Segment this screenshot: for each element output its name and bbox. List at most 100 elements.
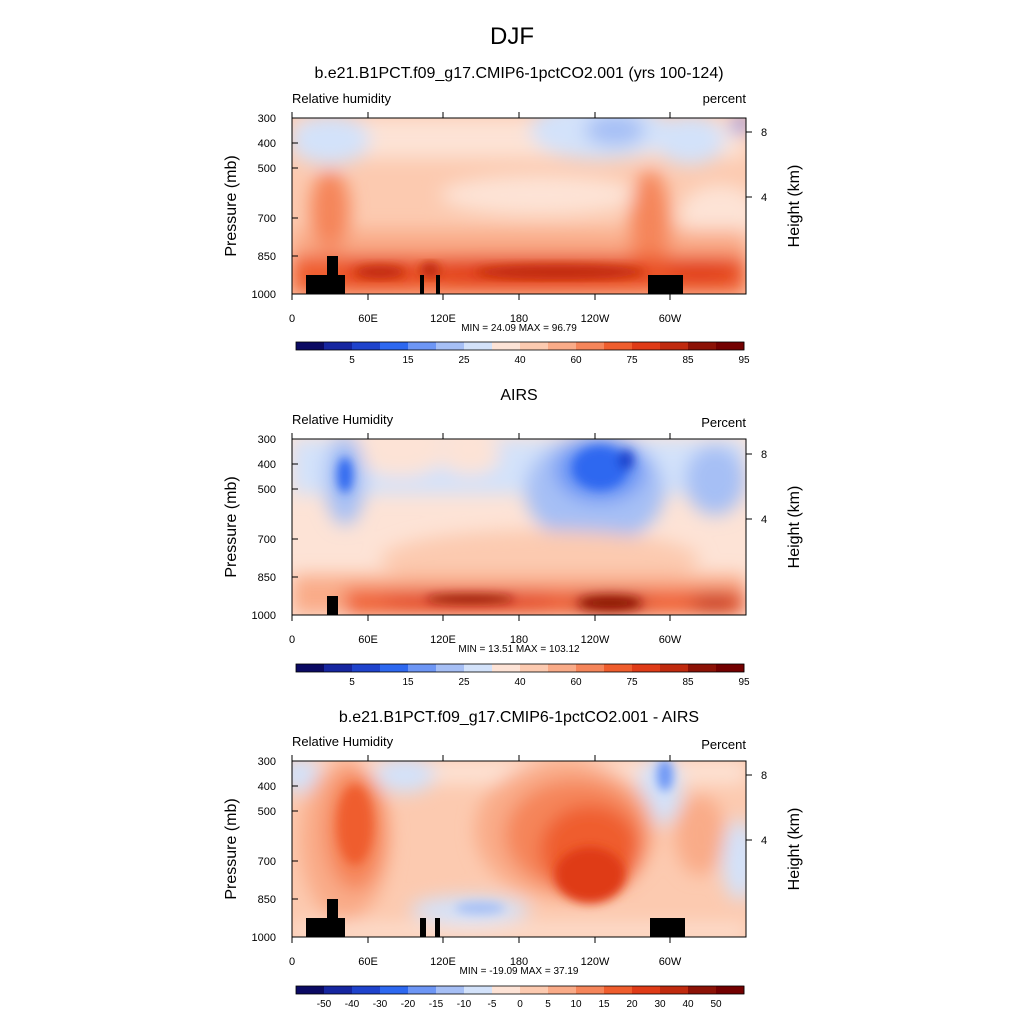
lon-tick-0: 0 bbox=[289, 313, 295, 325]
lon-tick-120w: 120W bbox=[581, 634, 610, 646]
p-tick-700: 700 bbox=[258, 213, 276, 225]
colorbar-label: 25 bbox=[458, 355, 470, 366]
colorbar-box bbox=[548, 664, 577, 672]
colorbar-box bbox=[324, 664, 353, 672]
colorbar-box bbox=[324, 986, 353, 994]
colorbar-box bbox=[632, 986, 661, 994]
colorbar-box bbox=[436, 986, 465, 994]
lon-tick-60w: 60W bbox=[659, 956, 682, 968]
colorbar-box bbox=[576, 986, 605, 994]
panel-difference: b.e21.B1PCT.f09_g17.CMIP6-1pctCO2.001 - … bbox=[223, 709, 803, 1010]
colorbar-box bbox=[576, 342, 605, 350]
colorbar-box bbox=[492, 342, 521, 350]
colorbar-box bbox=[688, 986, 717, 994]
lon-tick-180: 180 bbox=[510, 313, 528, 325]
y2-axis-label: Height (km) bbox=[786, 165, 803, 248]
colorbar-box bbox=[492, 664, 521, 672]
colorbar-label: 0 bbox=[517, 999, 523, 1010]
min-max-text: MIN = -19.09 MAX = 37.19 bbox=[460, 966, 579, 977]
lon-tick-180: 180 bbox=[510, 956, 528, 968]
panel-title: AIRS bbox=[500, 387, 537, 404]
panel-title: b.e21.B1PCT.f09_g17.CMIP6-1pctCO2.001 - … bbox=[339, 709, 699, 726]
h-tick-4: 4 bbox=[761, 835, 767, 847]
pressure-axis: 300 400 500 700 850 1000 bbox=[252, 756, 298, 944]
left-label: Relative humidity bbox=[292, 91, 391, 106]
figure-title: DJF bbox=[490, 23, 534, 50]
colorbar-label: 25 bbox=[458, 677, 470, 688]
colorbar-frame bbox=[295, 341, 745, 351]
p-tick-400: 400 bbox=[258, 459, 276, 471]
lon-tick-0: 0 bbox=[289, 956, 295, 968]
height-axis: 8 4 bbox=[746, 127, 767, 204]
y-axis-label: Pressure (mb) bbox=[223, 476, 240, 577]
colorbar-label: 60 bbox=[570, 355, 582, 366]
colorbar-label: 75 bbox=[626, 355, 638, 366]
colorbar-label: 85 bbox=[682, 355, 694, 366]
p-tick-300: 300 bbox=[258, 434, 276, 446]
colorbar-label: 5 bbox=[545, 999, 551, 1010]
colorbar-frame bbox=[295, 663, 745, 673]
right-label: Percent bbox=[701, 737, 746, 752]
colorbar-label: 40 bbox=[514, 677, 526, 688]
colorbar: 5 15 25 40 60 75 85 95 bbox=[295, 663, 750, 688]
colorbar-box bbox=[464, 986, 493, 994]
colorbar-label: 15 bbox=[598, 999, 610, 1010]
lon-tick-180: 180 bbox=[510, 634, 528, 646]
contour-field bbox=[292, 118, 746, 294]
colorbar-label: 30 bbox=[654, 999, 666, 1010]
h-tick-4: 4 bbox=[761, 514, 767, 526]
p-tick-400: 400 bbox=[258, 138, 276, 150]
h-tick-8: 8 bbox=[761, 127, 767, 139]
contour-field bbox=[292, 761, 746, 937]
p-tick-850: 850 bbox=[258, 894, 276, 906]
panel-title: b.e21.B1PCT.f09_g17.CMIP6-1pctCO2.001 (y… bbox=[314, 65, 723, 82]
panel-airs: AIRS Relative Humidity Percent bbox=[223, 387, 803, 688]
p-tick-500: 500 bbox=[258, 484, 276, 496]
p-tick-1000: 1000 bbox=[252, 610, 276, 622]
colorbar-label: 15 bbox=[402, 355, 414, 366]
colorbar-box bbox=[688, 342, 717, 350]
colorbar-label: 85 bbox=[682, 677, 694, 688]
p-tick-300: 300 bbox=[258, 113, 276, 125]
land-mask bbox=[306, 256, 683, 294]
lon-tick-60e: 60E bbox=[358, 956, 378, 968]
lon-tick-120w: 120W bbox=[581, 956, 610, 968]
p-tick-1000: 1000 bbox=[252, 932, 276, 944]
colorbar-box bbox=[352, 986, 381, 994]
colorbar-label: -15 bbox=[429, 999, 444, 1010]
p-tick-850: 850 bbox=[258, 251, 276, 263]
lon-tick-60e: 60E bbox=[358, 313, 378, 325]
p-tick-700: 700 bbox=[258, 534, 276, 546]
colorbar-label: -40 bbox=[345, 999, 360, 1010]
colorbar-label: -10 bbox=[457, 999, 472, 1010]
colorbar-box bbox=[380, 342, 409, 350]
colorbar-box bbox=[548, 342, 577, 350]
lon-tick-120e: 120E bbox=[430, 956, 456, 968]
colorbar-label: 15 bbox=[402, 677, 414, 688]
land-mask bbox=[327, 596, 338, 615]
contour-field bbox=[292, 439, 746, 615]
pressure-axis: 300 400 500 700 850 1000 bbox=[252, 434, 298, 622]
lon-tick-60e: 60E bbox=[358, 634, 378, 646]
colorbar-box bbox=[604, 986, 633, 994]
land-mask bbox=[306, 899, 685, 937]
colorbar-box bbox=[520, 342, 549, 350]
lon-tick-60w: 60W bbox=[659, 313, 682, 325]
colorbar-label: -30 bbox=[373, 999, 388, 1010]
colorbar-label: -5 bbox=[488, 999, 497, 1010]
lon-tick-120w: 120W bbox=[581, 313, 610, 325]
lon-axis: 0 60E 120E 180 120W 60W bbox=[289, 755, 682, 968]
colorbar-label: 5 bbox=[349, 355, 355, 366]
p-tick-1000: 1000 bbox=[252, 289, 276, 301]
h-tick-8: 8 bbox=[761, 449, 767, 461]
lon-tick-60w: 60W bbox=[659, 634, 682, 646]
colorbar-label: 50 bbox=[710, 999, 722, 1010]
p-tick-700: 700 bbox=[258, 856, 276, 868]
lon-axis: 0 60E 120E 180 120W 60W bbox=[289, 433, 682, 646]
colorbar-label: 10 bbox=[570, 999, 582, 1010]
colorbar-box bbox=[660, 986, 689, 994]
colorbar-label: -20 bbox=[401, 999, 416, 1010]
lon-axis: 0 60E 120E 180 120W 60W bbox=[289, 112, 682, 325]
colorbar-box bbox=[352, 342, 381, 350]
